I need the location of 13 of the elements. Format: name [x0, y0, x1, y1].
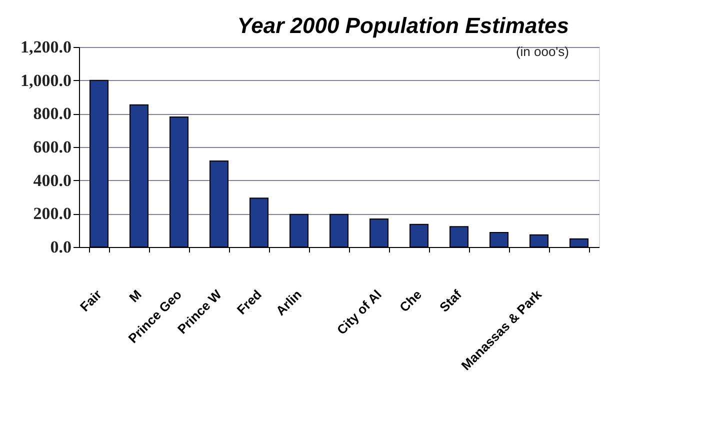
chart-title: Year 2000 Population Estimates	[237, 13, 569, 38]
y-tick-label: 400.0	[33, 170, 72, 190]
x-tick-label: Fair	[76, 286, 104, 314]
x-tick-label: M	[126, 286, 144, 306]
y-tick-label: 0.0	[50, 238, 72, 256]
x-tick-label: Che	[396, 286, 424, 315]
y-tick-label: 1,000.0	[20, 70, 72, 90]
y-tick-label: 600.0	[33, 138, 72, 156]
y-tick-label: 200.0	[33, 204, 72, 224]
chart-subtitle: (in ooo's)	[516, 44, 569, 59]
x-tick-label: City of Al	[334, 286, 384, 338]
y-tick-label: 1,200.0	[20, 38, 72, 56]
y-tick-label: 800.0	[33, 104, 72, 124]
